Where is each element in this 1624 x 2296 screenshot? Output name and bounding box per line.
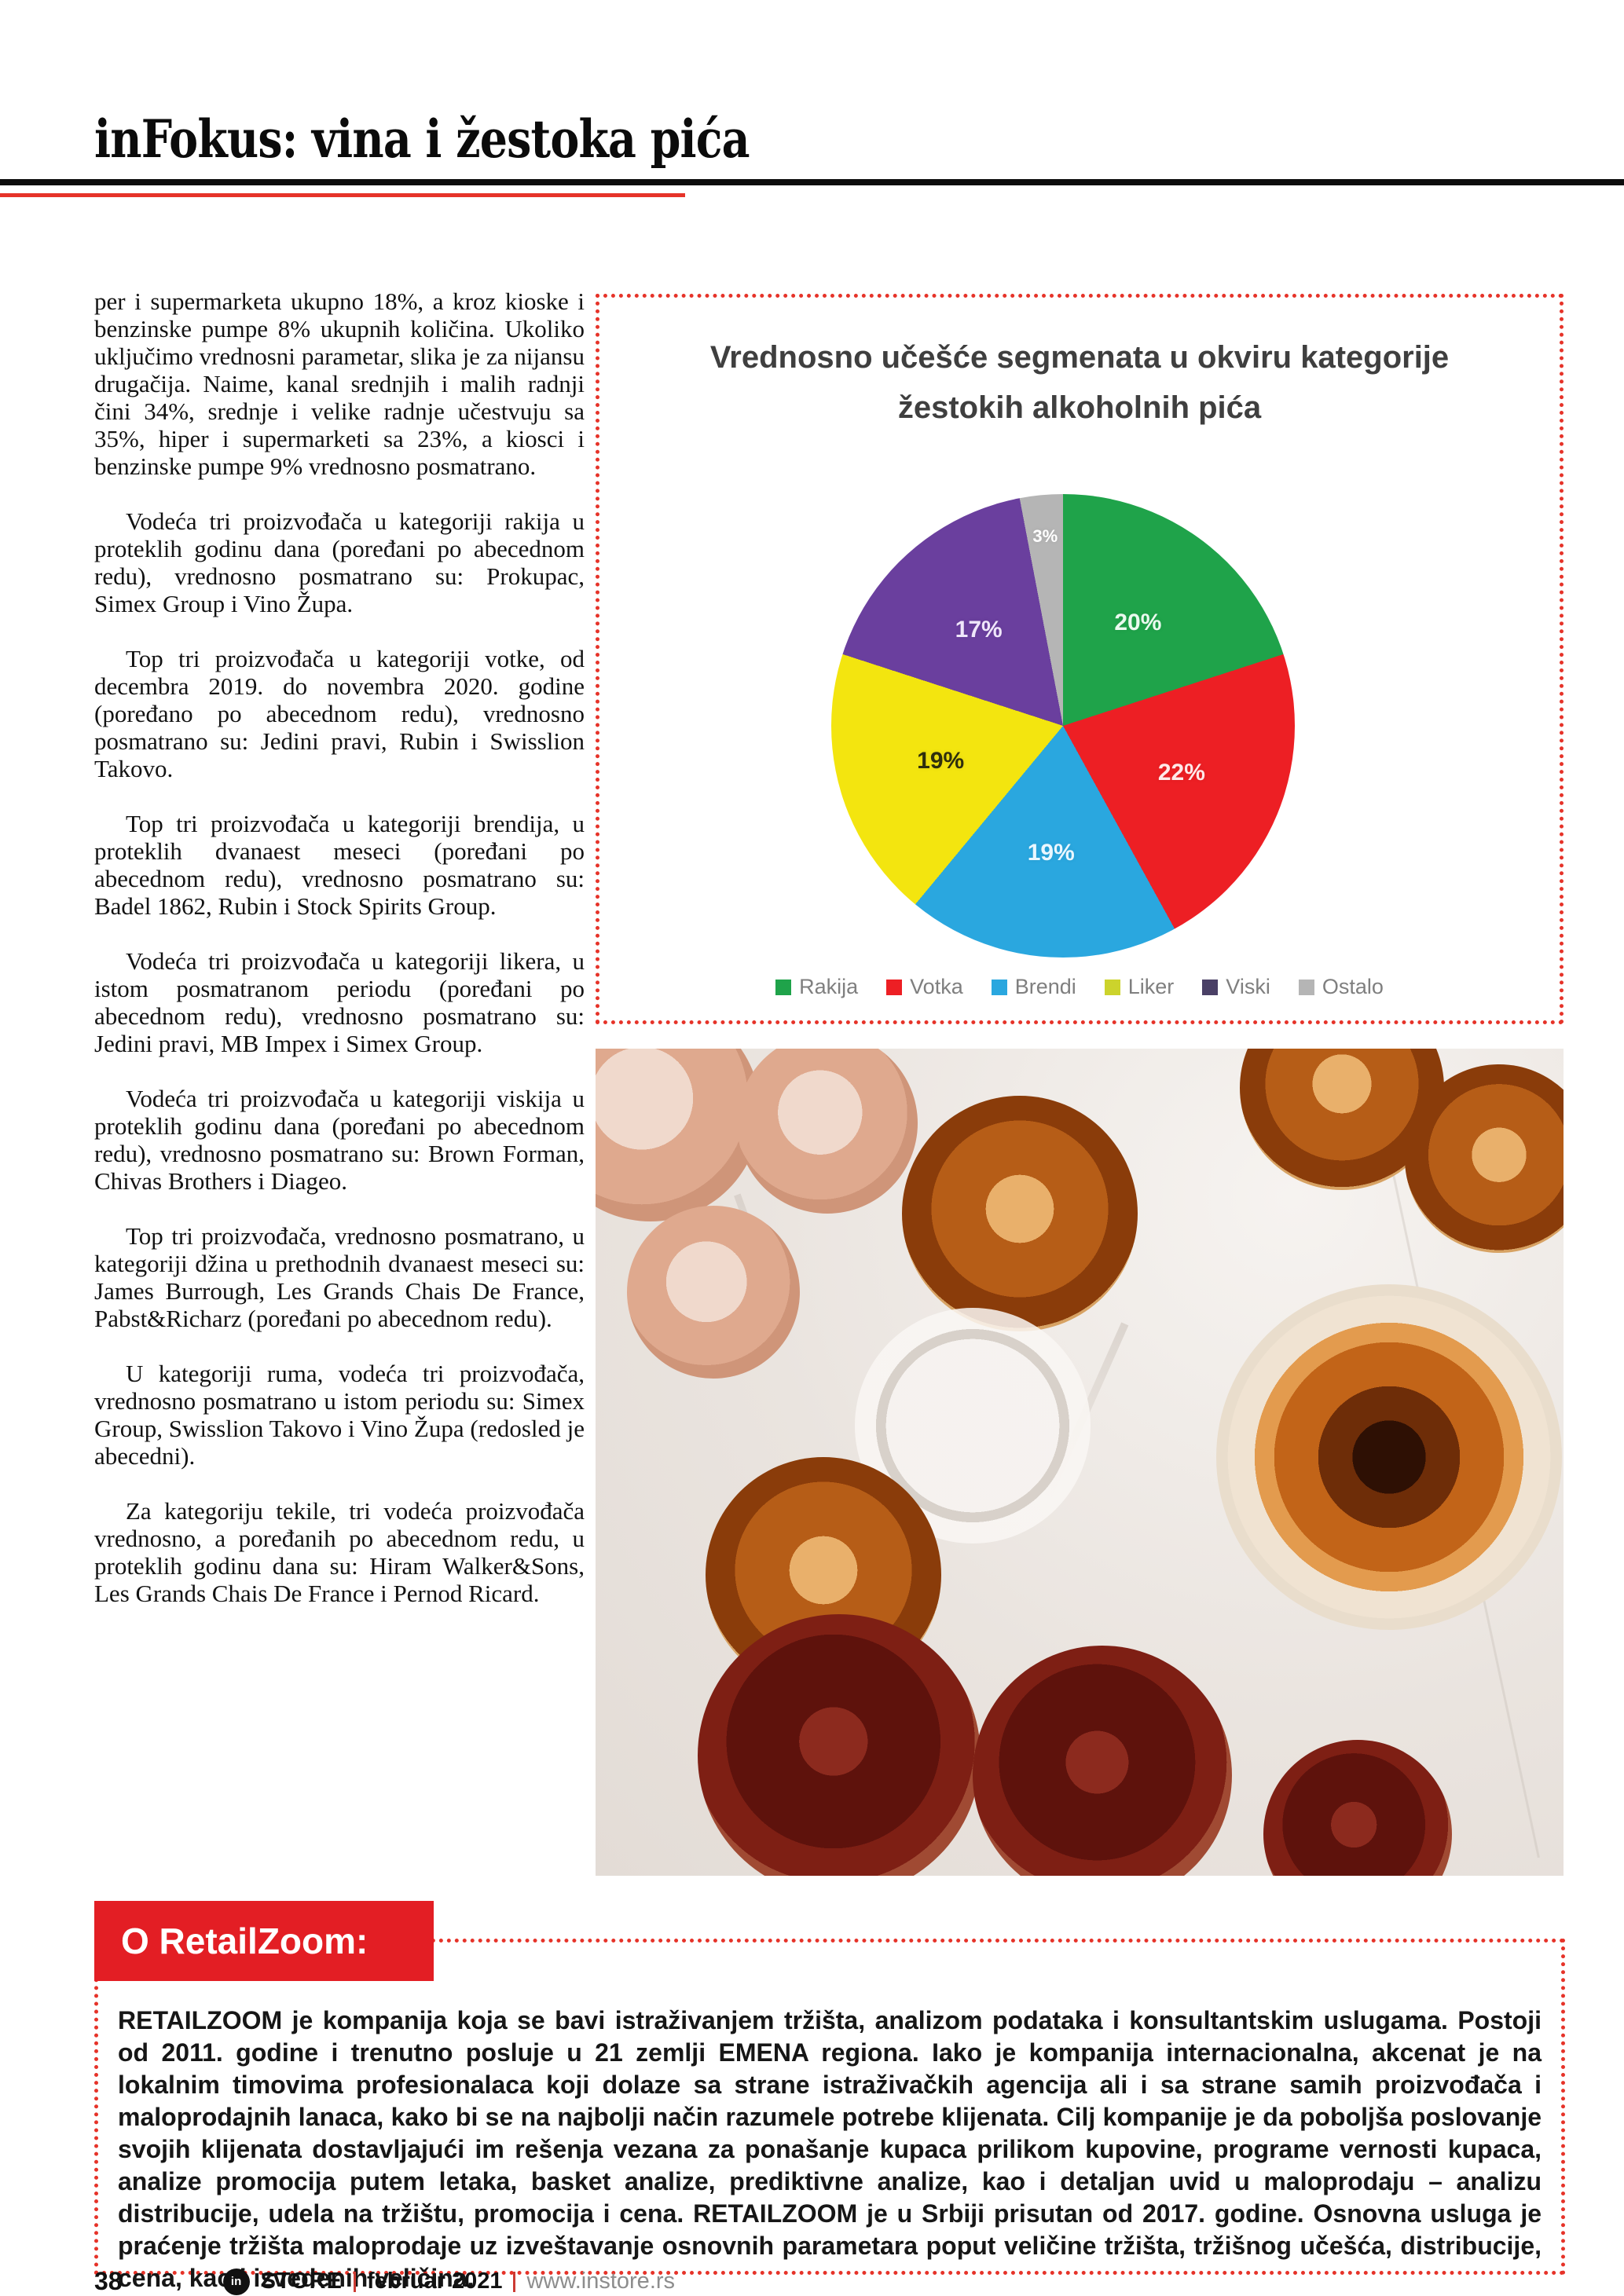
chart-title-line2: žestokih alkoholnih pića [897, 390, 1262, 425]
legend-label: Viski [1226, 975, 1270, 998]
chart-title: Vrednosno učešće segmenata u okviru kate… [599, 332, 1560, 433]
header-rule-black [0, 179, 1624, 185]
article-paragraph: Vodeća tri proizvođača u kategoriji raki… [94, 507, 585, 617]
issue-date: februar 2021 [366, 2269, 503, 2294]
article-paragraph: per i supermarketa ukupno 18%, a kroz ki… [94, 287, 585, 480]
chart-legend: Rakija Votka Brendi Liker Viski Ostalo [599, 975, 1560, 999]
retailzoom-heading: O RetailZoom: [121, 1921, 368, 1961]
pie-chart-panel: Vrednosno učešće segmenata u okviru kate… [596, 294, 1564, 1024]
magazine-name: STORE [260, 2269, 343, 2294]
legend-swatch-icon [1298, 979, 1314, 995]
legend-item-brendi: Brendi [991, 975, 1076, 999]
pie-slice-label: 20% [1114, 609, 1162, 635]
glasses-photo [596, 1049, 1564, 1876]
article-text-column: per i supermarketa ukupno 18%, a kroz ki… [94, 287, 585, 1635]
page-title: inFokus: vina i žestoka pića [94, 108, 750, 170]
legend-label: Ostalo [1322, 975, 1384, 998]
legend-swatch-icon [991, 979, 1007, 995]
legend-item-rakija: Rakija [775, 975, 858, 999]
glass-rose [627, 1206, 800, 1379]
legend-label: Liker [1127, 975, 1175, 998]
pie-slice-label: 17% [955, 617, 1003, 643]
instore-logo-icon: in [222, 2268, 250, 2295]
pie-chart: 20% 22% 19% 19% 17% 3% [831, 494, 1295, 958]
footer-separator [353, 2271, 356, 2292]
legend-item-votka: Votka [886, 975, 963, 999]
pie-slice-label: 19% [917, 748, 965, 774]
legend-label: Rakija [799, 975, 859, 998]
legend-item-liker: Liker [1104, 975, 1175, 999]
glass-red-wine [698, 1614, 981, 1876]
legend-item-ostalo: Ostalo [1298, 975, 1384, 999]
retailzoom-box-border [94, 1939, 1565, 2275]
glass-feature [1216, 1284, 1562, 1630]
footer-separator [513, 2271, 516, 2292]
legend-label: Votka [910, 975, 963, 998]
legend-swatch-icon [886, 979, 903, 995]
website-url: www.instore.rs [526, 2269, 676, 2294]
page-footer: 38 in STORE februar 2021 www.instore.rs [94, 2267, 1565, 2296]
article-paragraph: Top tri proizvođača, vrednosno posmatran… [94, 1222, 585, 1332]
article-paragraph: Vodeća tri proizvođača u kategoriji like… [94, 947, 585, 1057]
article-paragraph: U kategoriji ruma, vodeća tri proizvođač… [94, 1360, 585, 1470]
article-paragraph: Vodeća tri proizvođača u kategoriji visk… [94, 1085, 585, 1195]
pie-slice-label: 19% [1027, 839, 1075, 866]
article-paragraph: Top tri proizvođača u kategoriji brendij… [94, 810, 585, 920]
legend-swatch-icon [775, 979, 792, 995]
pie-slice-label: 22% [1157, 759, 1205, 785]
chart-title-line1: Vrednosno učešće segmenata u okviru kate… [709, 340, 1450, 375]
footer-brand: in STORE februar 2021 www.instore.rs [222, 2268, 676, 2295]
glass-amber [1405, 1064, 1564, 1253]
retailzoom-body: RETAILZOOM je kompanija koja se bavi ist… [118, 2006, 1542, 2292]
legend-item-viski: Viski [1202, 975, 1270, 999]
retailzoom-heading-box: O RetailZoom: [94, 1901, 434, 1981]
glass-amber [902, 1096, 1138, 1331]
glass-red-wine [1263, 1740, 1452, 1876]
glass-red-wine [973, 1646, 1232, 1876]
pie-slice-label: 3% [1032, 526, 1058, 547]
legend-label: Brendi [1014, 975, 1076, 998]
legend-swatch-icon [1202, 979, 1219, 995]
article-paragraph: Za kategoriju tekile, tri vodeća proizvo… [94, 1497, 585, 1607]
glass-rose [737, 1049, 918, 1214]
header-rule-red [0, 193, 685, 197]
legend-swatch-icon [1104, 979, 1120, 995]
article-paragraph: Top tri proizvođača u kategoriji votke, … [94, 645, 585, 782]
page-number: 38 [94, 2267, 123, 2295]
